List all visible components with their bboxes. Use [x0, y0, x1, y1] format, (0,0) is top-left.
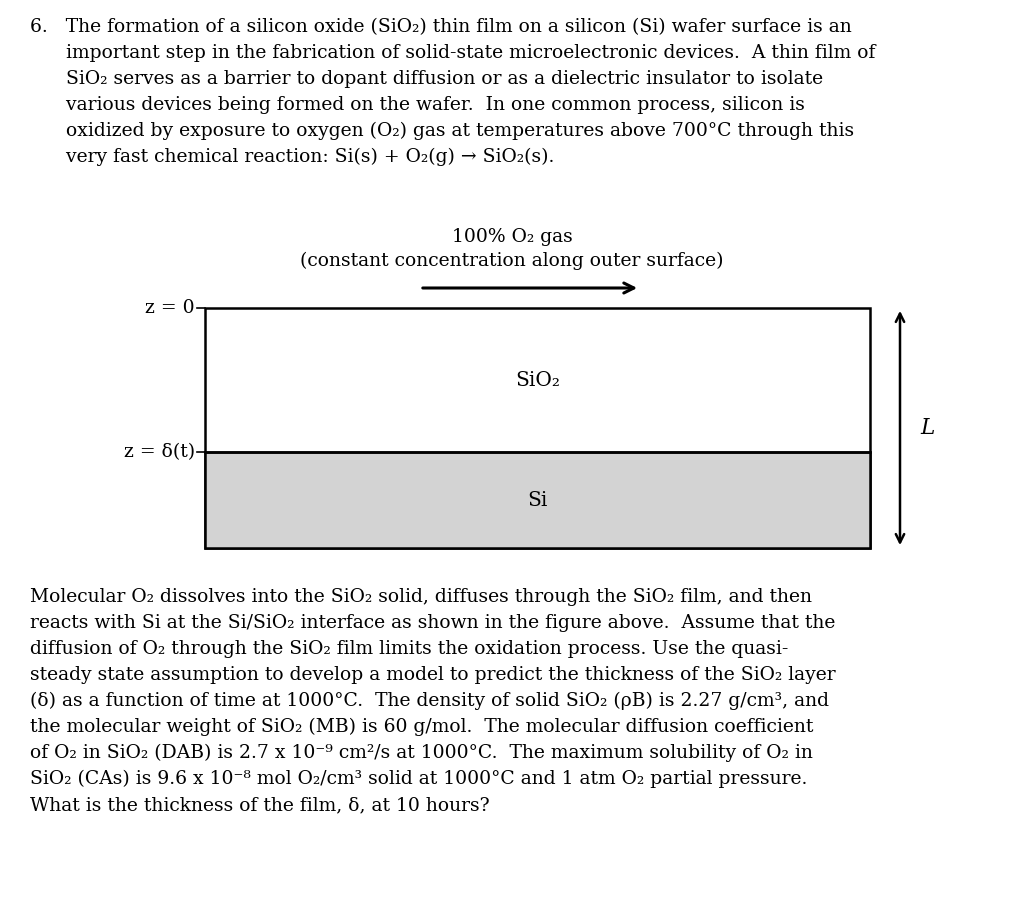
Text: What is the thickness of the film, δ, at 10 hours?: What is the thickness of the film, δ, at… — [30, 796, 489, 814]
Text: SiO₂: SiO₂ — [515, 370, 560, 390]
Text: SiO₂ serves as a barrier to dopant diffusion or as a dielectric insulator to iso: SiO₂ serves as a barrier to dopant diffu… — [30, 70, 823, 88]
Text: diffusion of O₂ through the SiO₂ film limits the oxidation process. Use the quas: diffusion of O₂ through the SiO₂ film li… — [30, 640, 788, 658]
Text: SiO₂ (CAs) is 9.6 x 10⁻⁸ mol O₂/cm³ solid at 1000°C and 1 atm O₂ partial pressur: SiO₂ (CAs) is 9.6 x 10⁻⁸ mol O₂/cm³ soli… — [30, 770, 807, 789]
Text: reacts with Si at the Si/SiO₂ interface as shown in the figure above.  Assume th: reacts with Si at the Si/SiO₂ interface … — [30, 614, 836, 632]
Text: of O₂ in SiO₂ (DAB) is 2.7 x 10⁻⁹ cm²/s at 1000°C.  The maximum solubility of O₂: of O₂ in SiO₂ (DAB) is 2.7 x 10⁻⁹ cm²/s … — [30, 744, 813, 762]
Text: 100% O₂ gas: 100% O₂ gas — [452, 228, 572, 246]
Text: (δ) as a function of time at 1000°C.  The density of solid SiO₂ (ρB) is 2.27 g/c: (δ) as a function of time at 1000°C. The… — [30, 692, 829, 710]
Text: very fast chemical reaction: Si(s) + O₂(g) → SiO₂(s).: very fast chemical reaction: Si(s) + O₂(… — [30, 148, 554, 166]
Text: important step in the fabrication of solid-state microelectronic devices.  A thi: important step in the fabrication of sol… — [30, 44, 876, 62]
Text: 6.   The formation of a silicon oxide (SiO₂) thin film on a silicon (Si) wafer s: 6. The formation of a silicon oxide (SiO… — [30, 18, 852, 36]
Text: Si: Si — [527, 491, 548, 509]
Text: the molecular weight of SiO₂ (MB) is 60 g/mol.  The molecular diffusion coeffici: the molecular weight of SiO₂ (MB) is 60 … — [30, 718, 813, 736]
Text: (constant concentration along outer surface): (constant concentration along outer surf… — [300, 252, 724, 270]
Text: oxidized by exposure to oxygen (O₂) gas at temperatures above 700°C through this: oxidized by exposure to oxygen (O₂) gas … — [30, 122, 854, 141]
Text: z = 0: z = 0 — [145, 299, 195, 317]
Bar — [205, 452, 870, 548]
Text: L: L — [920, 417, 934, 439]
Text: steady state assumption to develop a model to predict the thickness of the SiO₂ : steady state assumption to develop a mod… — [30, 666, 836, 684]
Text: z = δ(t): z = δ(t) — [124, 443, 195, 461]
Text: various devices being formed on the wafer.  In one common process, silicon is: various devices being formed on the wafe… — [30, 96, 805, 114]
Text: Molecular O₂ dissolves into the SiO₂ solid, diffuses through the SiO₂ film, and : Molecular O₂ dissolves into the SiO₂ sol… — [30, 588, 812, 606]
Bar — [205, 308, 870, 548]
